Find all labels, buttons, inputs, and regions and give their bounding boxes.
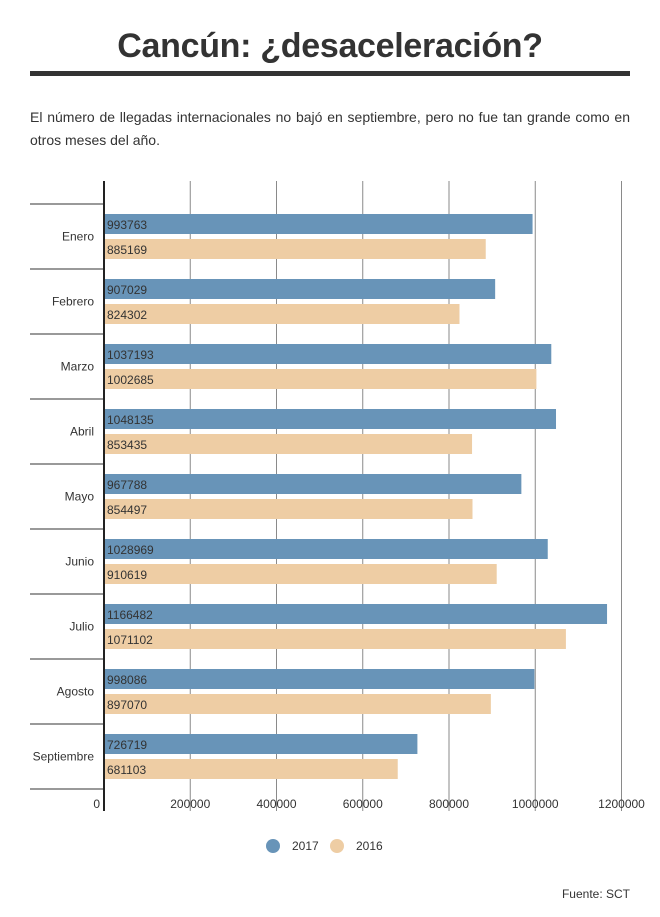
data-label-2017-enero: 993763 — [107, 218, 147, 232]
legend-swatch-2017 — [266, 839, 280, 853]
bar-2017-marzo — [104, 344, 552, 364]
data-label-2017-abril: 1048135 — [107, 413, 154, 427]
legend-item-2017: 2017 — [266, 836, 319, 856]
bar-chart: Enero Febrero Marzo Abril Mayo Junio Julio Agos… — [30, 181, 645, 811]
data-label-2017-mayo: 967788 — [107, 478, 147, 492]
data-label-2016-febrero: 824302 — [107, 308, 147, 322]
chart-title: Cancún: ¿desaceleración? — [117, 27, 543, 65]
category-label-1: Febrero — [52, 295, 94, 309]
x-tick-label-2: 400000 — [256, 797, 296, 811]
bar-2016-agosto — [104, 694, 491, 714]
bar-2017-septiembre — [104, 734, 418, 754]
category-label-6: Julio — [69, 620, 94, 634]
x-tick-label-1: 200000 — [170, 797, 210, 811]
data-label-2017-marzo: 1037193 — [107, 348, 154, 362]
category-label-8: Septiembre — [33, 750, 95, 764]
legend-label-2016: 2016 — [356, 839, 383, 853]
legend-label-2017: 2017 — [292, 839, 319, 853]
bar-2017-junio — [104, 539, 548, 559]
bar-2016-septiembre — [104, 759, 398, 779]
category-label-4: Mayo — [65, 490, 95, 504]
x-tick-label-4: 800000 — [429, 797, 469, 811]
chart-subtitle: El número de llegadas internacionales no… — [30, 109, 630, 148]
bar-2017-mayo — [104, 474, 522, 494]
bar-2016-abril — [104, 434, 473, 454]
data-label-2016-junio: 910619 — [107, 568, 147, 582]
bar-2017-agosto — [104, 669, 535, 689]
bar-2016-febrero — [104, 304, 460, 324]
data-label-2016-enero: 885169 — [107, 243, 147, 257]
legend-item-2016: 2016 — [330, 836, 383, 856]
category-label-2: Marzo — [61, 360, 95, 374]
bar-2017-abril — [104, 409, 557, 429]
source-note: Fuente: SCT — [561, 887, 630, 901]
data-label-2016-marzo: 1002685 — [107, 373, 154, 387]
data-label-2016-julio: 1071102 — [107, 633, 153, 647]
category-label-3: Abril — [70, 425, 94, 439]
bar-2016-junio — [104, 564, 497, 584]
bar-2016-marzo — [104, 369, 537, 389]
data-label-2016-agosto: 897070 — [107, 698, 147, 712]
legend: 2017 2016 — [0, 836, 660, 856]
category-label-7: Agosto — [57, 685, 95, 699]
legend-swatch-2016 — [330, 839, 344, 853]
data-label-2017-agosto: 998086 — [107, 673, 147, 687]
data-label-2017-julio: 1166482 — [107, 608, 153, 622]
bar-2017-enero — [104, 214, 533, 234]
data-label-2016-abril: 853435 — [107, 438, 147, 452]
data-label-2016-septiembre: 681103 — [107, 763, 146, 777]
x-tick-label-5: 1000000 — [512, 797, 559, 811]
data-label-2016-mayo: 854497 — [107, 503, 147, 517]
bar-2016-enero — [104, 239, 486, 259]
data-label-2017-febrero: 907029 — [107, 283, 147, 297]
bar-2017-julio — [104, 604, 608, 624]
bar-2016-mayo — [104, 499, 473, 519]
bar-2017-febrero — [104, 279, 496, 299]
category-label-0: Enero — [62, 230, 94, 244]
x-tick-label-0: 0 — [93, 797, 100, 811]
data-label-2017-junio: 1028969 — [107, 543, 154, 557]
category-label-5: Junio — [65, 555, 94, 569]
title-rule — [30, 71, 630, 76]
data-label-2017-septiembre: 726719 — [107, 738, 147, 752]
bar-2016-julio — [104, 629, 566, 649]
x-tick-label-6: 1200000 — [598, 797, 645, 811]
x-tick-label-3: 600000 — [343, 797, 383, 811]
